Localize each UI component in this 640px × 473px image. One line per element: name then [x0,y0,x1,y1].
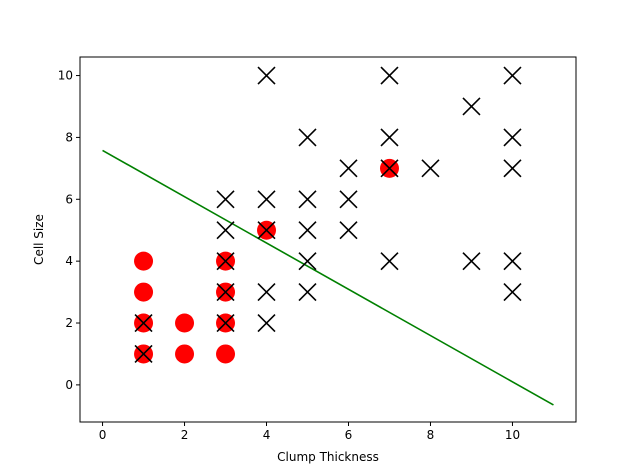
x-tick-label: 2 [181,428,189,442]
x-point [298,252,317,271]
x-markers [134,66,522,364]
x-point [339,159,358,178]
y-tick-label: 4 [65,254,73,268]
x-point [462,252,481,271]
plot-frame [79,56,577,423]
x-point [503,252,522,271]
x-point [462,97,481,116]
x-tick-label: 10 [505,428,520,442]
x-point [339,190,358,209]
y-axis-ticks: 0 2 4 6 8 10 [58,69,80,392]
y-tick-label: 10 [58,69,73,83]
fit-lines [102,149,554,406]
x-point [503,66,522,85]
x-point [380,252,399,271]
x-point [503,283,522,302]
x-point [298,128,317,147]
x-point [257,66,276,85]
x-point [339,221,358,240]
x-tick-label: 8 [427,428,435,442]
x-point [257,221,276,240]
x-point [134,313,153,333]
circle-point [134,251,154,271]
x-tick-label: 4 [263,428,271,442]
x-point [503,128,522,147]
x-point [134,344,153,364]
y-tick-label: 6 [65,192,73,206]
x-point [216,252,235,271]
x-axis-ticks: 0 2 4 6 8 10 [99,422,520,442]
x-point [216,190,235,209]
x-point [298,283,317,302]
x-point [503,159,522,178]
x-point [298,221,317,240]
x-point [298,190,317,209]
y-tick-label: 2 [65,316,73,330]
x-point [380,159,399,178]
x-point [380,128,399,147]
x-tick-label: 6 [345,428,353,442]
plot-background [80,57,576,422]
x-tick-label: 0 [99,428,107,442]
circle-point [175,344,195,364]
x-point [216,221,235,240]
x-point [257,313,276,333]
circle-point [216,344,236,364]
fit-line [102,149,554,406]
x-point [216,283,235,302]
y-tick-label: 8 [65,130,73,144]
y-axis-label: Cell Size [32,214,46,265]
circle-point [134,282,154,302]
x-point [257,283,276,302]
y-tick-label: 0 [65,378,73,392]
x-point [257,190,276,209]
x-point [380,66,399,85]
circle-point [175,313,195,333]
x-point [421,159,440,178]
x-point [216,313,235,333]
x-axis-label: Clump Thickness [277,450,379,464]
